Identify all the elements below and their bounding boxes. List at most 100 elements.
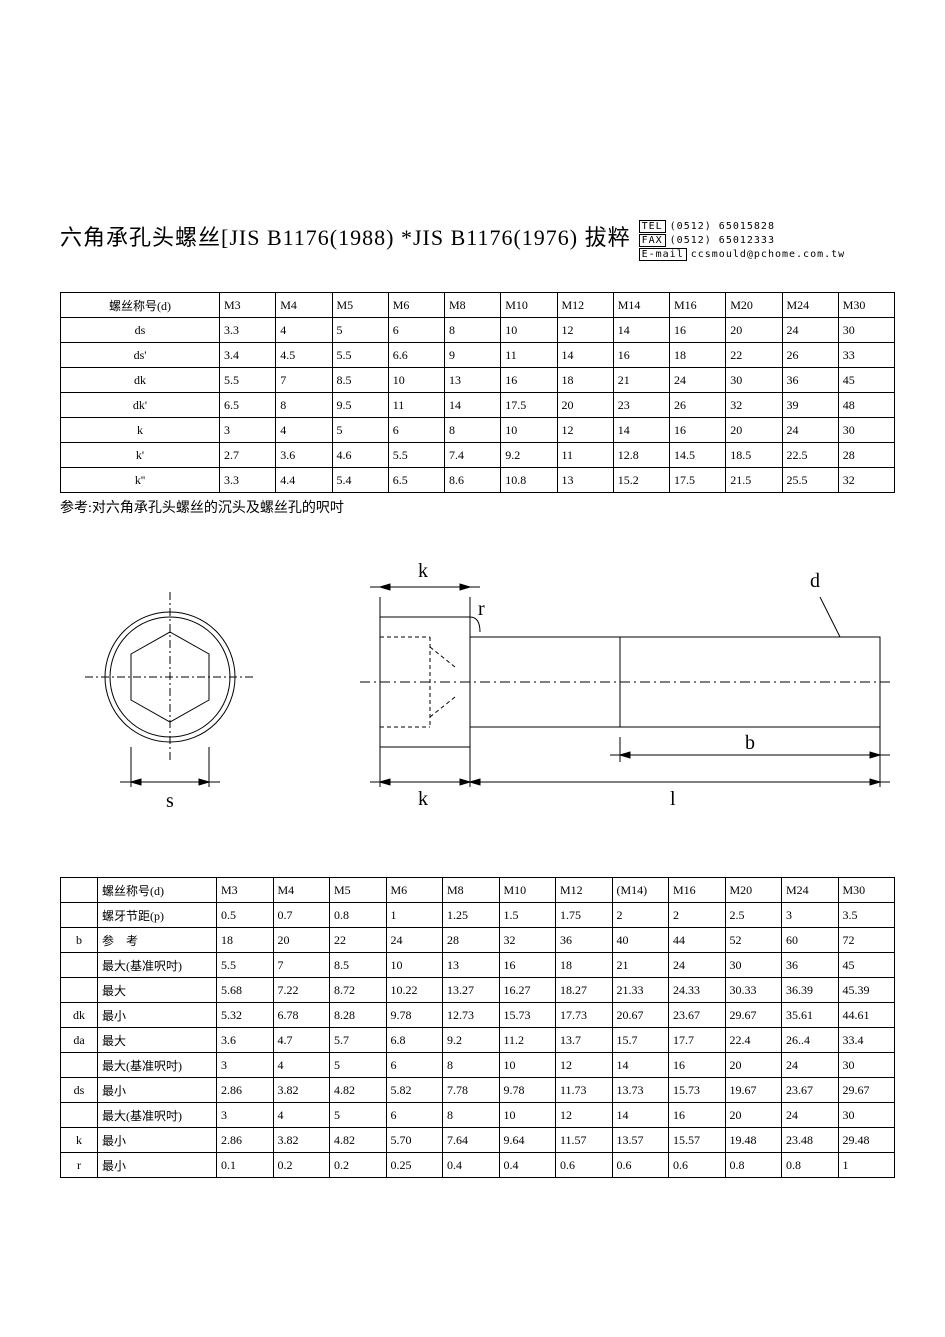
table-header-cell: M4: [276, 293, 332, 318]
value-cell: 13: [445, 368, 501, 393]
spec-table-2: 螺丝称号(d)M3M4M5M6M8M10M12(M14)M16M20M24M30…: [60, 877, 895, 1178]
table-row: ds3.3456810121416202430: [61, 318, 895, 343]
value-cell: 2.86: [217, 1128, 274, 1153]
label-k-top: k: [418, 560, 428, 582]
value-cell: 3.82: [273, 1078, 330, 1103]
value-cell: 6.6: [388, 343, 444, 368]
value-cell: 4.5: [276, 343, 332, 368]
value-cell: 18.5: [726, 443, 782, 468]
value-cell: 20: [725, 1053, 782, 1078]
value-cell: 8: [443, 1103, 500, 1128]
value-cell: 3: [782, 903, 839, 928]
value-cell: 39: [782, 393, 838, 418]
value-cell: 3.3: [220, 468, 276, 493]
value-cell: 16: [669, 1053, 726, 1078]
value-cell: 28: [443, 928, 500, 953]
row-code: [61, 978, 98, 1003]
value-cell: 36: [782, 953, 839, 978]
row-code: da: [61, 1028, 98, 1053]
value-cell: 24: [782, 418, 838, 443]
value-cell: 18: [556, 953, 613, 978]
value-cell: 5.5: [220, 368, 276, 393]
value-cell: 11.57: [556, 1128, 613, 1153]
value-cell: 18: [217, 928, 274, 953]
title-row: 六角承孔头螺丝[JIS B1176(1988) *JIS B1176(1976)…: [60, 220, 895, 262]
table-header-cell: M10: [499, 878, 556, 903]
value-cell: 17.5: [670, 468, 726, 493]
value-cell: 24: [782, 1053, 839, 1078]
value-cell: 8.5: [332, 368, 388, 393]
row-code: b: [61, 928, 98, 953]
table-row: 最大(基准呎吋)3456810121416202430: [61, 1053, 895, 1078]
value-cell: 5: [332, 318, 388, 343]
value-cell: 5: [330, 1103, 387, 1128]
value-cell: 9: [445, 343, 501, 368]
value-cell: 0.1: [217, 1153, 274, 1178]
value-cell: 10.22: [386, 978, 443, 1003]
table-header-cell: [61, 878, 98, 903]
value-cell: 4: [273, 1103, 330, 1128]
value-cell: 14: [557, 343, 613, 368]
table-header-cell: M14: [613, 293, 669, 318]
value-cell: 21.5: [726, 468, 782, 493]
value-cell: 21.33: [612, 978, 669, 1003]
value-cell: 0.4: [443, 1153, 500, 1178]
value-cell: 7.64: [443, 1128, 500, 1153]
value-cell: 7.22: [273, 978, 330, 1003]
value-cell: 9.78: [499, 1078, 556, 1103]
value-cell: 12: [556, 1053, 613, 1078]
value-cell: 72: [838, 928, 895, 953]
tel-value: (0512) 65015828: [670, 221, 775, 232]
value-cell: 23.67: [669, 1003, 726, 1028]
value-cell: 18: [670, 343, 726, 368]
value-cell: 0.8: [330, 903, 387, 928]
value-cell: 15.73: [669, 1078, 726, 1103]
row-label: k: [61, 418, 220, 443]
table-header-cell: M30: [838, 293, 894, 318]
table-header-cell: M3: [217, 878, 274, 903]
value-cell: 8: [445, 318, 501, 343]
row-code: [61, 1103, 98, 1128]
table-header-cell: M12: [557, 293, 613, 318]
value-cell: 20: [726, 418, 782, 443]
value-cell: 12: [557, 418, 613, 443]
value-cell: 26: [670, 393, 726, 418]
value-cell: 12.8: [613, 443, 669, 468]
value-cell: 0.4: [499, 1153, 556, 1178]
value-cell: 30: [838, 1053, 895, 1078]
value-cell: 40: [612, 928, 669, 953]
value-cell: 11: [388, 393, 444, 418]
value-cell: 11: [501, 343, 557, 368]
label-k-bottom: k: [418, 788, 428, 810]
table-row: b参 考182022242832364044526072: [61, 928, 895, 953]
value-cell: 14.5: [670, 443, 726, 468]
value-cell: 11.73: [556, 1078, 613, 1103]
value-cell: 0.6: [556, 1153, 613, 1178]
value-cell: 6: [386, 1053, 443, 1078]
value-cell: 4.82: [330, 1078, 387, 1103]
row-label: 最大(基准呎吋): [98, 1103, 217, 1128]
value-cell: 5.7: [330, 1028, 387, 1053]
value-cell: 26..4: [782, 1028, 839, 1053]
value-cell: 11: [557, 443, 613, 468]
value-cell: 2: [612, 903, 669, 928]
row-label: dk: [61, 368, 220, 393]
value-cell: 0.2: [330, 1153, 387, 1178]
value-cell: 20: [273, 928, 330, 953]
value-cell: 24.33: [669, 978, 726, 1003]
value-cell: 7.4: [445, 443, 501, 468]
value-cell: 19.48: [725, 1128, 782, 1153]
value-cell: 0.5: [217, 903, 274, 928]
value-cell: 13.73: [612, 1078, 669, 1103]
value-cell: 23.67: [782, 1078, 839, 1103]
table-header-cell: M12: [556, 878, 613, 903]
value-cell: 15.2: [613, 468, 669, 493]
label-b: b: [745, 732, 755, 754]
value-cell: 16: [499, 953, 556, 978]
value-cell: 4.82: [330, 1128, 387, 1153]
label-d: d: [810, 570, 820, 592]
value-cell: 14: [613, 418, 669, 443]
row-label: 最大: [98, 1028, 217, 1053]
value-cell: 4: [273, 1053, 330, 1078]
value-cell: 5.82: [386, 1078, 443, 1103]
